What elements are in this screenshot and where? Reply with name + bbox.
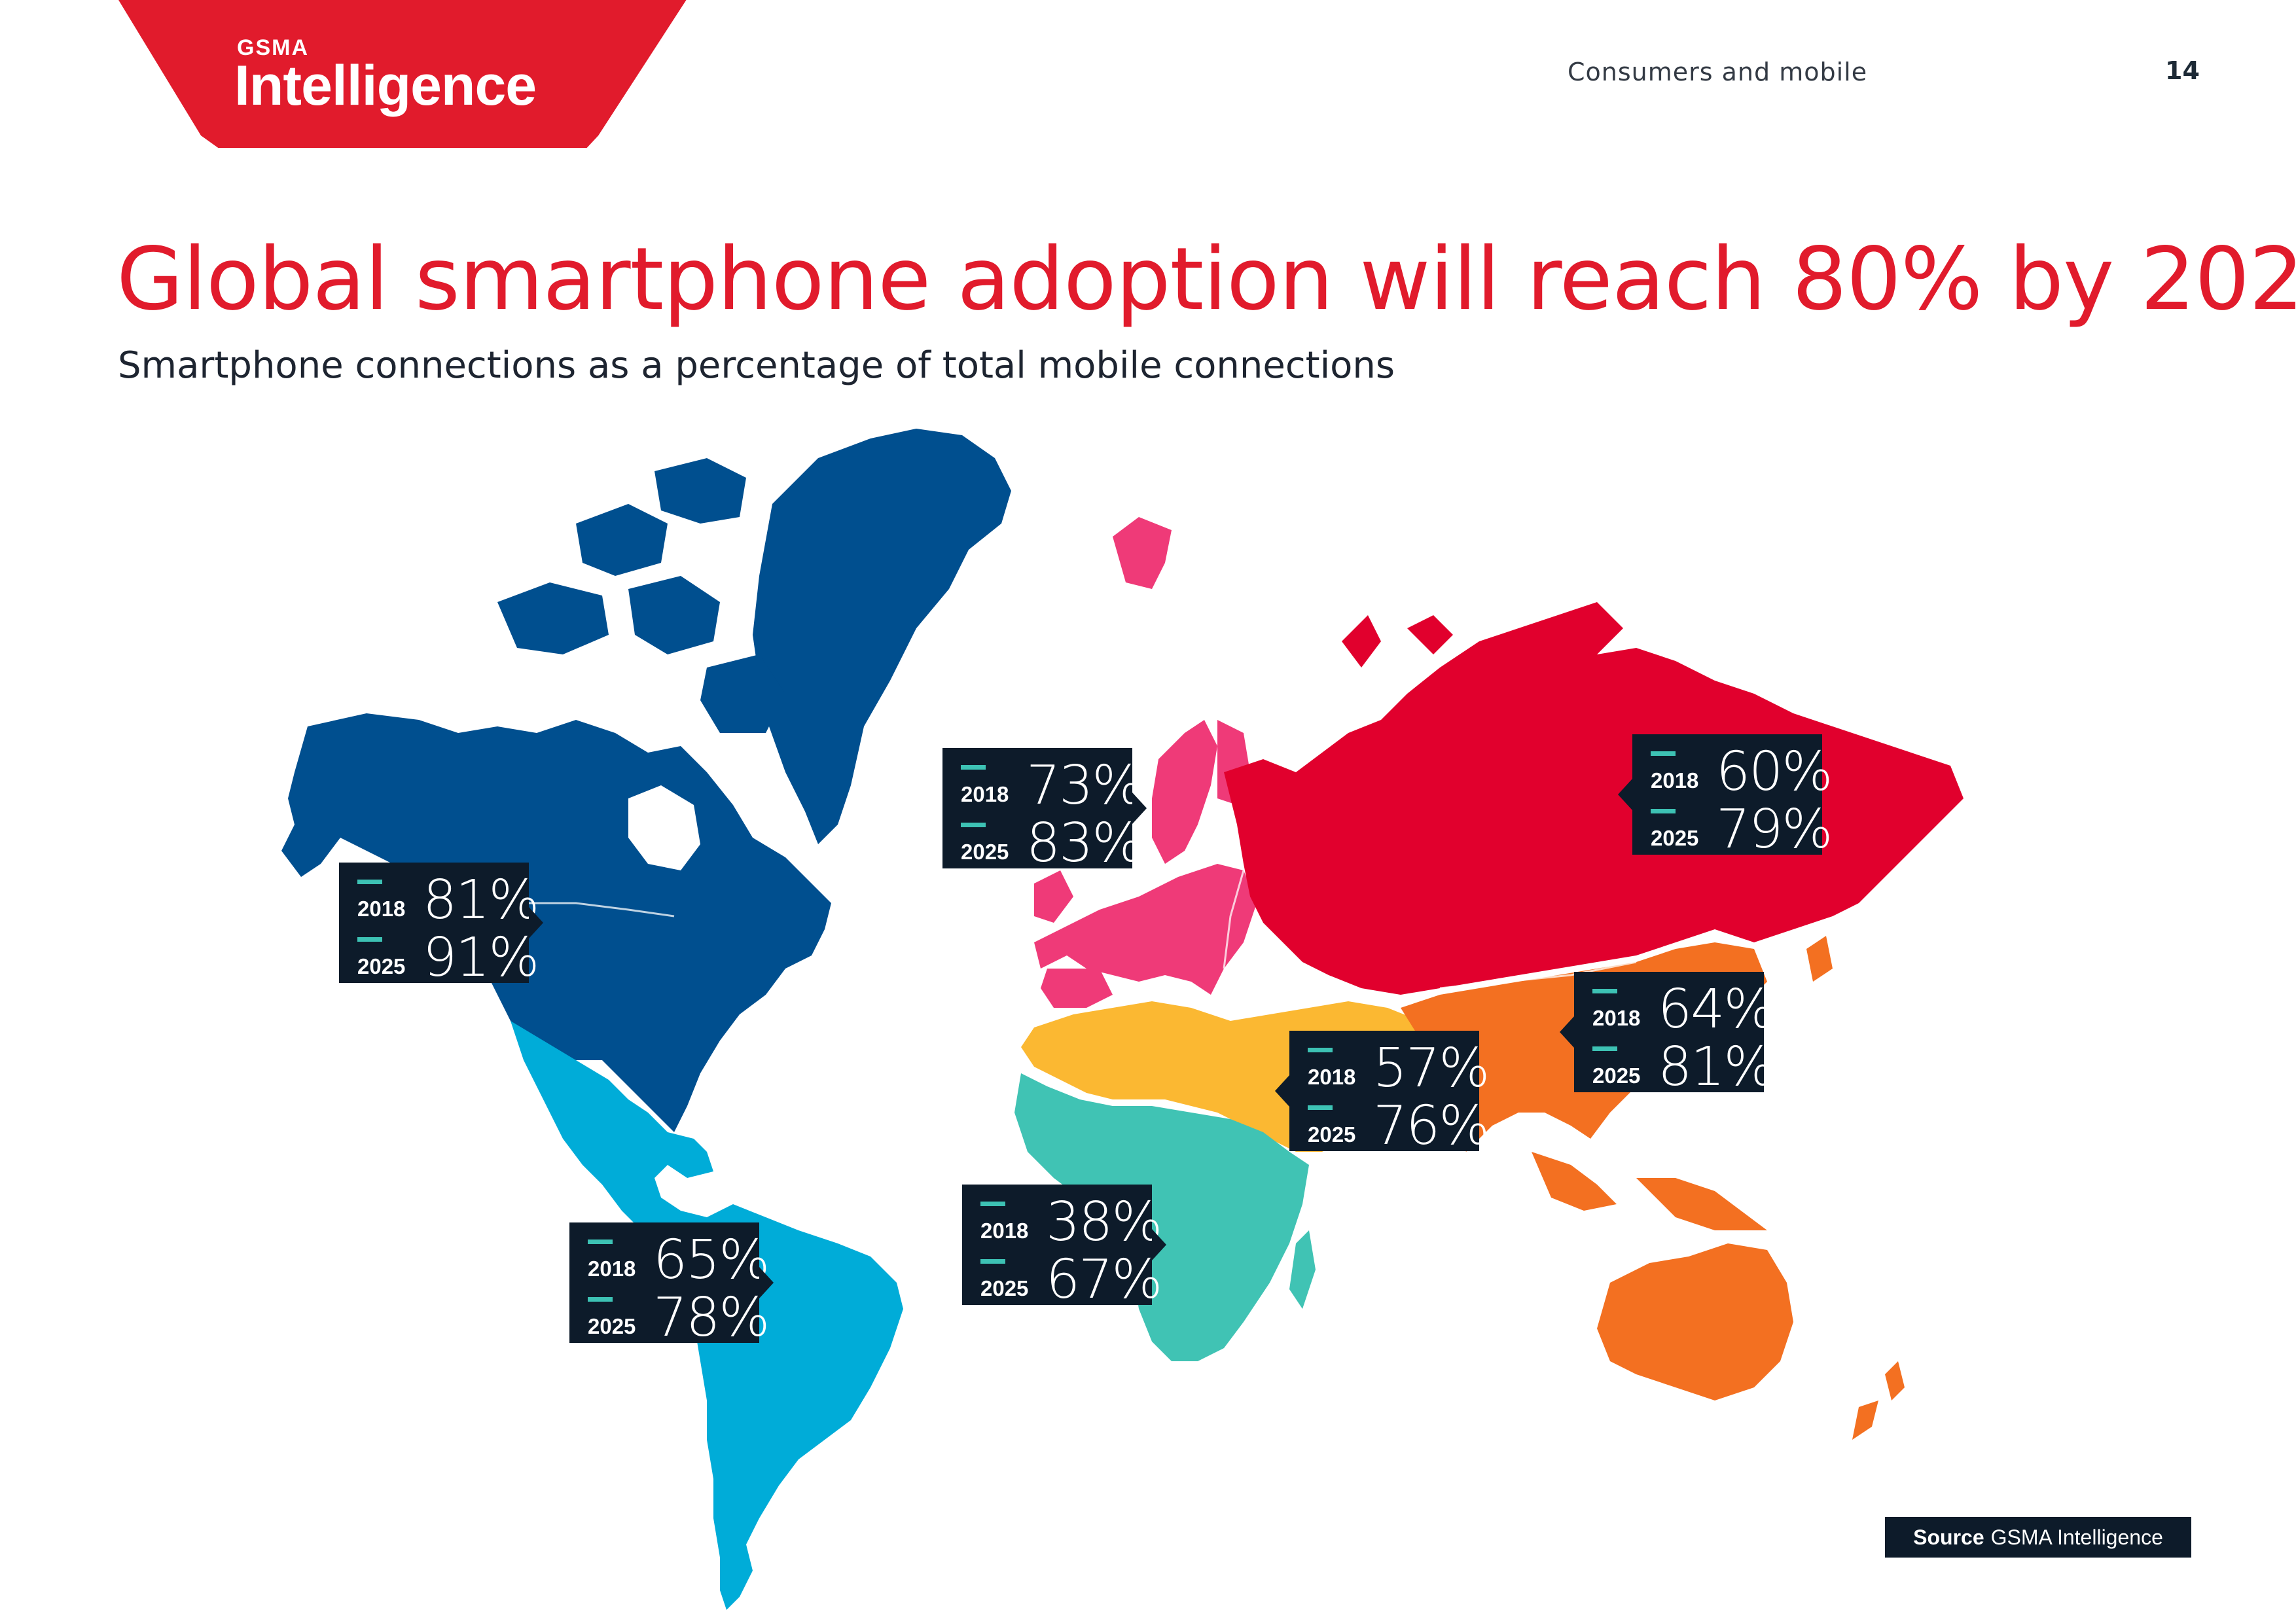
dash-marker bbox=[1651, 751, 1676, 756]
section-label: Consumers and mobile bbox=[1568, 58, 1868, 86]
dash-marker bbox=[980, 1259, 1005, 1264]
callout-latin-america: 2018 65% 2025 78% bbox=[569, 1222, 774, 1349]
callout-pointer bbox=[1560, 1016, 1574, 1048]
dash-marker bbox=[961, 823, 986, 827]
dash-marker bbox=[588, 1297, 613, 1302]
brand-logo: Intelligence bbox=[234, 54, 537, 117]
callout-row-2018: 2018 38% bbox=[980, 1187, 1162, 1253]
callout-row-2018: 2018 65% bbox=[588, 1225, 770, 1291]
year-label: 2025 bbox=[588, 1314, 636, 1338]
callout-north-america: 2018 81% 2025 91% bbox=[339, 863, 543, 989]
page-subtitle: Smartphone connections as a percentage o… bbox=[118, 344, 1395, 387]
dash-marker bbox=[357, 937, 382, 942]
value-2025: 79% bbox=[1716, 798, 1833, 861]
callout-row-2025: 2025 79% bbox=[1651, 794, 1833, 861]
year-label: 2018 bbox=[980, 1219, 1029, 1243]
callout-pointer bbox=[529, 907, 543, 938]
callout-pointer bbox=[1275, 1075, 1289, 1107]
year-label: 2025 bbox=[1651, 826, 1699, 850]
value-2018: 64% bbox=[1658, 978, 1774, 1041]
dash-marker bbox=[961, 765, 986, 770]
value-2018: 81% bbox=[423, 869, 539, 931]
border-europe-russia bbox=[1223, 870, 1245, 969]
year-label: 2018 bbox=[1651, 768, 1699, 793]
dash-marker bbox=[1592, 989, 1617, 993]
year-label: 2018 bbox=[588, 1257, 636, 1281]
source-label: Source bbox=[1913, 1525, 1984, 1549]
border-russia-asia bbox=[1439, 961, 1637, 990]
value-2025: 76% bbox=[1373, 1095, 1490, 1157]
value-2018: 57% bbox=[1373, 1037, 1490, 1099]
callout-row-2025: 2025 81% bbox=[1592, 1032, 1774, 1098]
callout-row-2025: 2025 83% bbox=[961, 808, 1143, 874]
value-2025: 83% bbox=[1026, 812, 1143, 874]
dash-marker bbox=[1308, 1048, 1333, 1052]
callout-cis: 2018 60% 2025 79% bbox=[1618, 734, 1833, 861]
brand-logo-tab bbox=[115, 0, 691, 148]
hudson-bay bbox=[628, 785, 700, 870]
year-label: 2018 bbox=[1308, 1065, 1356, 1089]
year-label: 2018 bbox=[1592, 1006, 1641, 1030]
value-2025: 81% bbox=[1658, 1036, 1774, 1098]
year-label: 2025 bbox=[1308, 1122, 1356, 1147]
callout-row-2025: 2025 67% bbox=[980, 1245, 1162, 1311]
callout-row-2025: 2025 76% bbox=[1308, 1091, 1490, 1157]
callout-sub-saharan-africa: 2018 38% 2025 67% bbox=[962, 1185, 1166, 1311]
dash-marker bbox=[1592, 1046, 1617, 1051]
source-note: Source GSMA Intelligence bbox=[1885, 1517, 2191, 1558]
callout-asia-pacific: 2018 64% 2025 81% bbox=[1560, 972, 1774, 1098]
brand-logo-small: GSMA bbox=[237, 35, 309, 60]
year-label: 2018 bbox=[961, 782, 1009, 806]
value-2025: 78% bbox=[653, 1287, 770, 1349]
source-text: GSMA Intelligence bbox=[1990, 1525, 2163, 1549]
callout-row-2025: 2025 78% bbox=[588, 1283, 770, 1349]
callout-row-2018: 2018 81% bbox=[357, 865, 539, 931]
region-cis bbox=[1224, 602, 1964, 995]
callout-row-2018: 2018 57% bbox=[1308, 1033, 1490, 1099]
callout-row-2018: 2018 60% bbox=[1651, 737, 1833, 803]
value-2018: 73% bbox=[1026, 755, 1143, 817]
dash-marker bbox=[980, 1202, 1005, 1206]
value-2025: 91% bbox=[423, 927, 539, 989]
year-label: 2025 bbox=[980, 1276, 1029, 1300]
callout-row-2018: 2018 64% bbox=[1592, 974, 1774, 1041]
dash-marker bbox=[357, 880, 382, 884]
callout-row-2025: 2025 91% bbox=[357, 923, 539, 989]
year-label: 2018 bbox=[357, 897, 406, 921]
region-sub-saharan-africa bbox=[1014, 1073, 1316, 1361]
year-label: 2025 bbox=[357, 954, 406, 978]
year-label: 2025 bbox=[961, 840, 1009, 864]
callout-pointer bbox=[1618, 779, 1632, 810]
callout-europe: 2018 73% 2025 83% bbox=[942, 748, 1147, 874]
callout-pointer bbox=[759, 1267, 774, 1298]
page-title: Global smartphone adoption will reach 80… bbox=[117, 229, 2296, 330]
callout-pointer bbox=[1152, 1229, 1166, 1260]
region-europe bbox=[1034, 517, 1257, 1008]
year-label: 2025 bbox=[1592, 1063, 1641, 1088]
dash-marker bbox=[588, 1240, 613, 1244]
value-2018: 60% bbox=[1716, 741, 1833, 803]
callout-pointer bbox=[1132, 793, 1147, 824]
callout-row-2018: 2018 73% bbox=[961, 751, 1143, 817]
value-2018: 38% bbox=[1046, 1191, 1162, 1253]
callout-mena: 2018 57% 2025 76% bbox=[1275, 1031, 1490, 1157]
dash-marker bbox=[1651, 809, 1676, 813]
value-2025: 67% bbox=[1046, 1249, 1162, 1311]
value-2018: 65% bbox=[653, 1229, 770, 1291]
dash-marker bbox=[1308, 1105, 1333, 1110]
region-north-america bbox=[281, 429, 1011, 1132]
page-number: 14 bbox=[2165, 56, 2200, 85]
